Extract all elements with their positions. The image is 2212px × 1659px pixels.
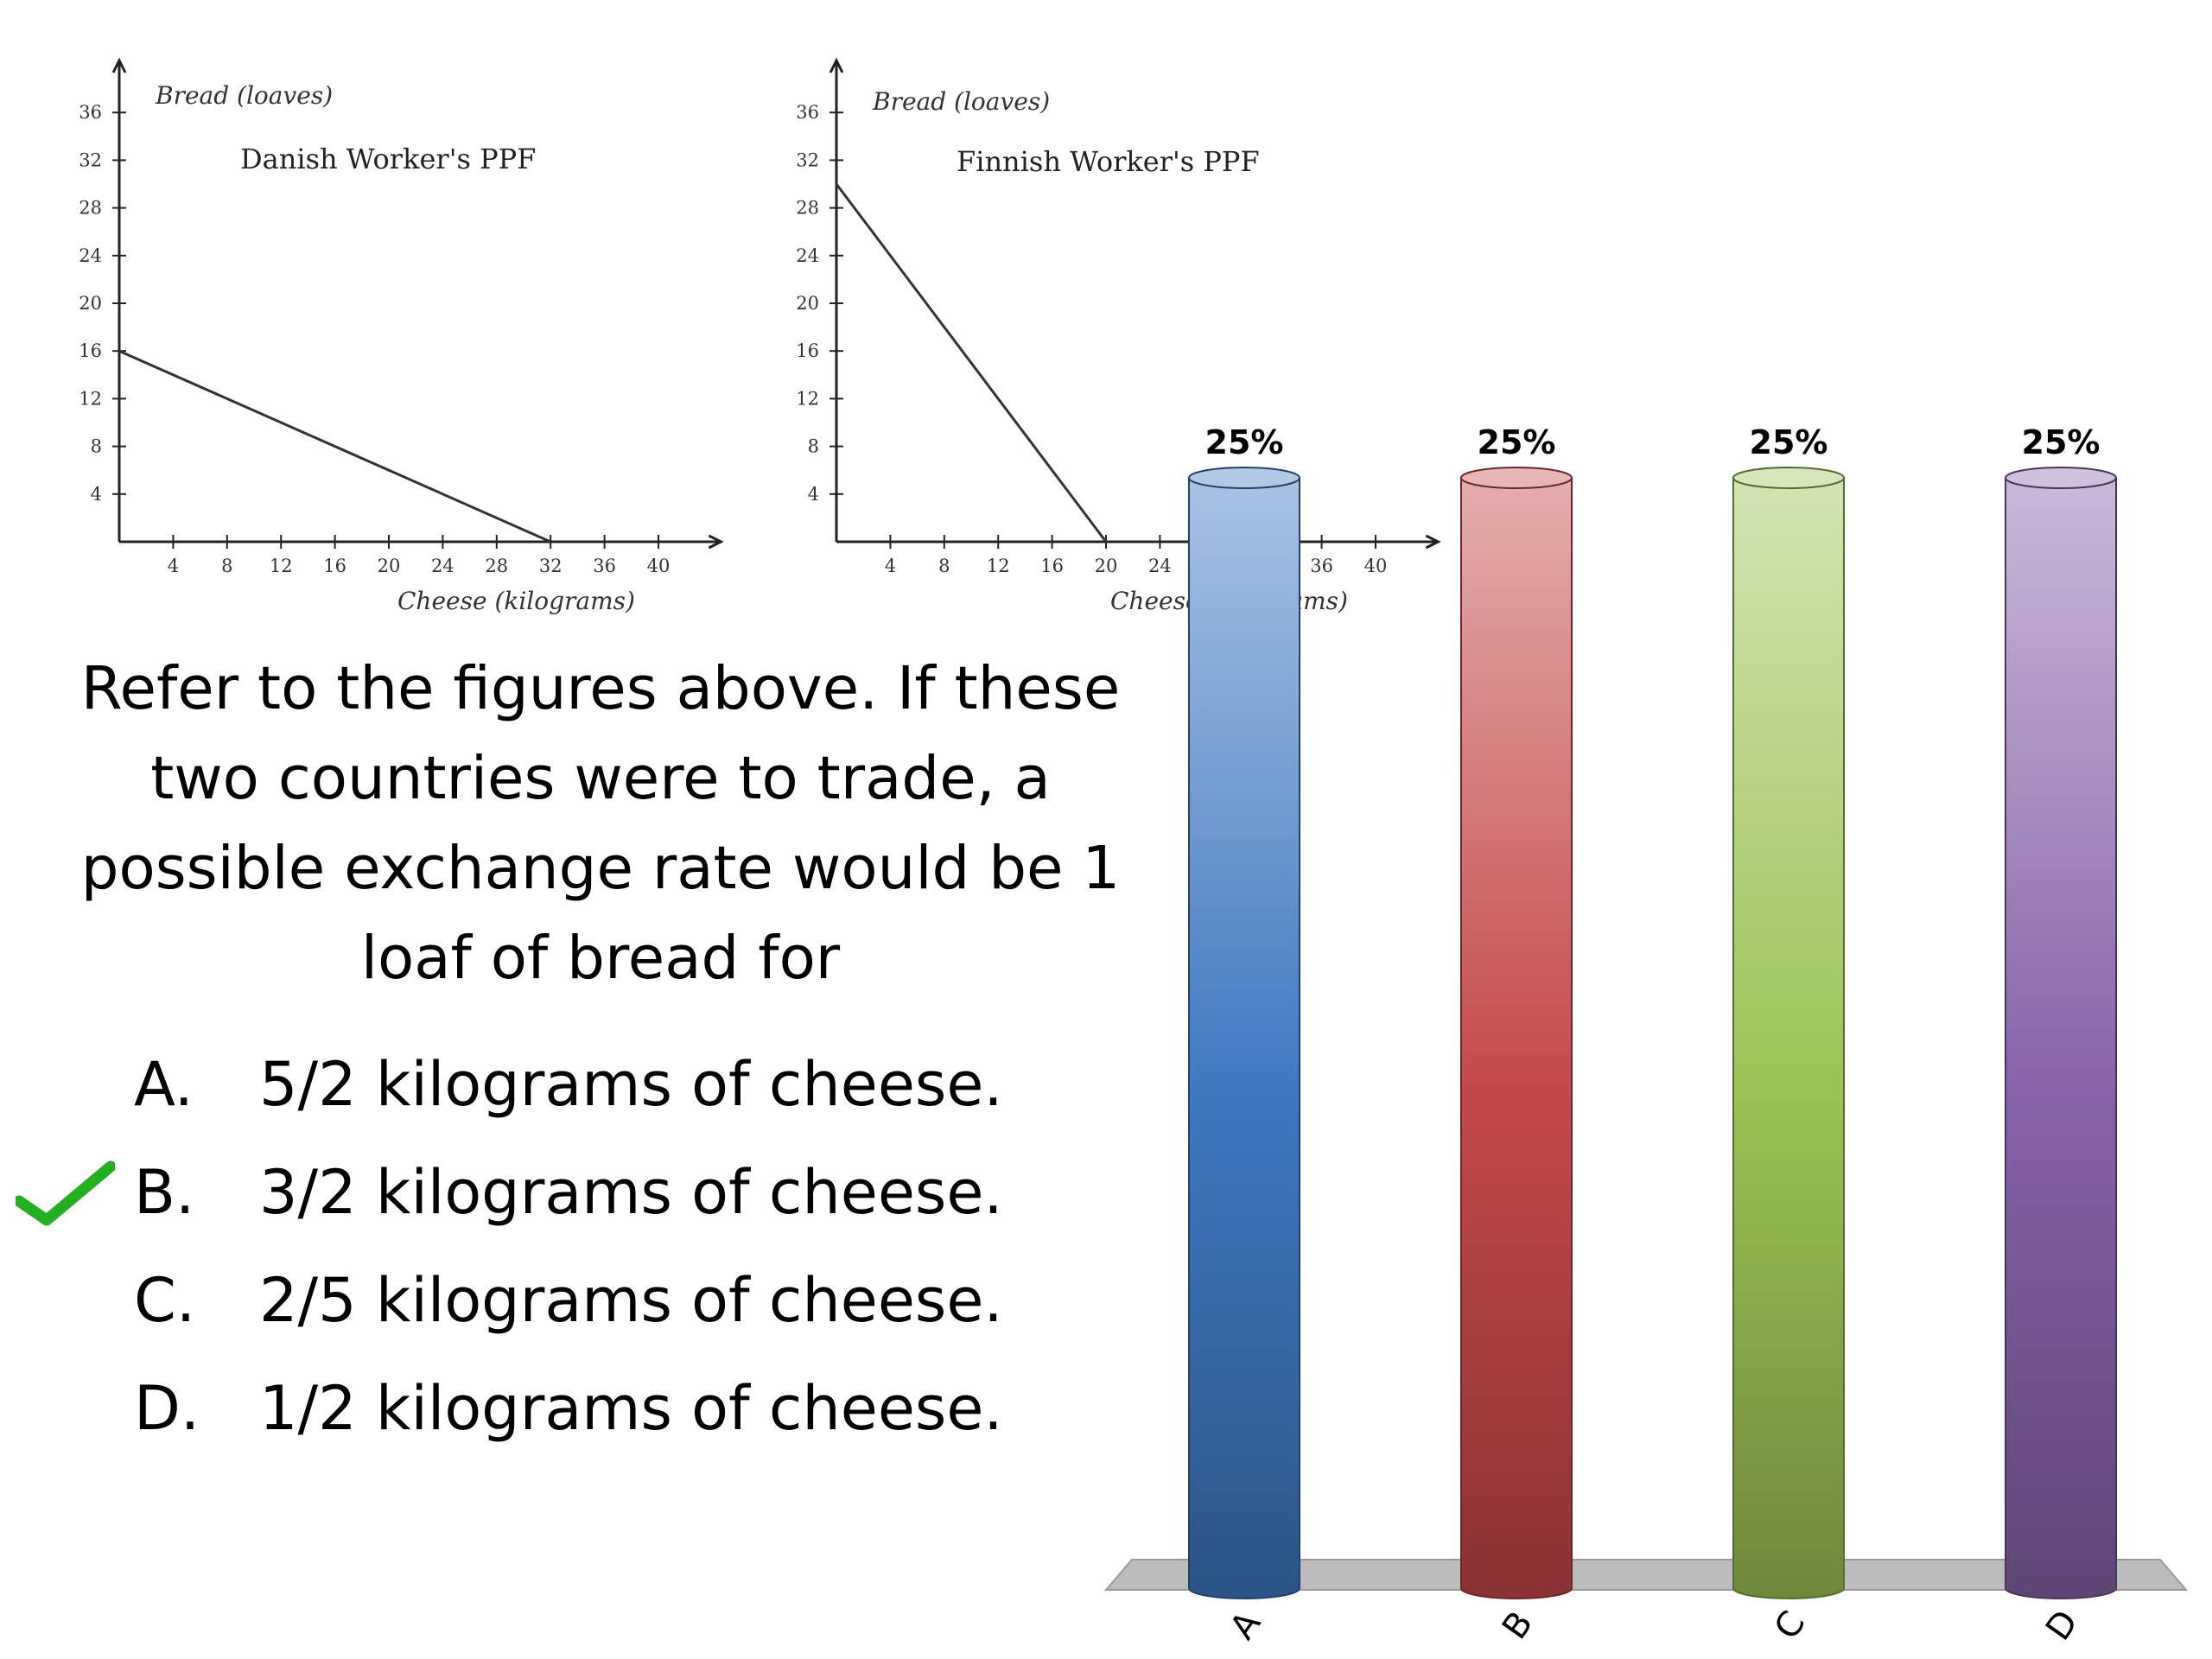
category-label: D	[2038, 1603, 2086, 1648]
danish-ylabel: Bread (loaves)	[155, 81, 333, 110]
bar-value-label: 25%	[2022, 423, 2101, 461]
category-label: C	[1767, 1605, 1814, 1647]
finnish-y-tick-label: 4	[808, 484, 819, 505]
finnish-y-arrow	[829, 57, 844, 73]
option-letter: C.	[134, 1265, 196, 1336]
bar-d	[2005, 467, 2117, 1599]
bar-a	[1188, 467, 1300, 1599]
bar-cap	[1732, 467, 1845, 489]
option-letter: A.	[134, 1049, 194, 1120]
danish-title: Danish Worker's PPF	[240, 143, 536, 175]
bar-cap	[2005, 467, 2117, 489]
danish-x-tick-label: 28	[485, 556, 508, 576]
danish-ticks: 4 8 12 16 20 24 28 32 36 40 4 8 12 16 20 24 28 32 36	[79, 102, 670, 576]
danish-x-arrow	[708, 534, 724, 550]
danish-y-tick-label: 28	[79, 198, 102, 219]
finnish-x-tick-label: 8	[938, 556, 950, 576]
finnish-x-tick-label: 16	[1040, 556, 1064, 576]
danish-x-tick-label: 20	[378, 556, 401, 576]
bar-value-label: 25%	[1750, 423, 1828, 461]
danish-x-tick-label: 12	[270, 556, 293, 576]
category-label: B	[1495, 1605, 1541, 1647]
danish-x-tick-label: 4	[168, 556, 179, 576]
finnish-x-tick-label: 24	[1148, 556, 1172, 576]
danish-x-tick-label: 40	[647, 556, 671, 576]
danish-x-tick-label: 32	[539, 556, 563, 576]
bar-body	[1188, 477, 1300, 1599]
finnish-x-tick-label: 40	[1364, 556, 1388, 576]
danish-y-tick-label: 36	[79, 102, 102, 123]
option-letter: B.	[134, 1157, 195, 1228]
finnish-y-tick-label: 32	[796, 149, 819, 170]
danish-y-tick-label: 16	[79, 340, 102, 361]
checkmark-icon	[16, 1160, 115, 1226]
finnish-ylabel: Bread (loaves)	[872, 87, 1050, 116]
finnish-axes	[829, 57, 1441, 550]
finnish-y-tick-label: 8	[808, 436, 819, 457]
option-b[interactable]: B. 3/2 kilograms of cheese.	[134, 1158, 1003, 1227]
finnish-y-tick-label: 36	[796, 102, 819, 123]
finnish-x-tick-label: 12	[987, 556, 1010, 576]
danish-ppf-chart: 4 8 12 16 20 24 28 32 36 40 4 8 12 16 20 24 28 32 36 Bread…	[79, 57, 724, 615]
finnish-x-tick-label: 20	[1095, 556, 1118, 576]
finnish-title: Finnish Worker's PPF	[957, 145, 1260, 178]
bar-value-label: 25%	[1205, 423, 1284, 461]
finnish-x-tick-label: 4	[885, 556, 896, 576]
bar-cap	[1460, 467, 1573, 489]
finnish-y-tick-label: 28	[796, 198, 819, 219]
option-c[interactable]: C. 2/5 kilograms of cheese.	[134, 1266, 1003, 1335]
bar-value-label: 25%	[1478, 423, 1556, 461]
danish-y-arrow	[111, 57, 127, 73]
option-text: 5/2 kilograms of cheese.	[259, 1049, 1003, 1120]
finnish-y-tick-label: 24	[796, 245, 819, 266]
option-letter: D.	[134, 1373, 200, 1444]
question-text: Refer to the figures above. If these two…	[80, 654, 1121, 993]
danish-y-tick-label: 8	[91, 436, 102, 457]
finnish-y-tick-label: 12	[796, 388, 819, 409]
danish-x-tick-label: 24	[431, 556, 454, 576]
danish-y-tick-label: 32	[79, 149, 102, 170]
finnish-y-tick-label: 20	[796, 293, 819, 314]
bar-cap	[1188, 467, 1300, 489]
danish-x-tick-label: 8	[221, 556, 232, 576]
finnish-x-arrow	[1425, 534, 1441, 550]
danish-y-tick-label: 12	[79, 388, 102, 409]
danish-y-tick-label: 24	[79, 245, 102, 266]
danish-x-tick-label: 36	[593, 556, 616, 576]
danish-xlabel: Cheese (kilograms)	[397, 587, 635, 615]
danish-y-tick-label: 4	[91, 484, 102, 505]
option-a[interactable]: A. 5/2 kilograms of cheese.	[134, 1050, 1003, 1119]
bar-body	[1460, 477, 1573, 1599]
finnish-ppf-line	[835, 183, 1108, 543]
category-label: A	[1223, 1604, 1269, 1646]
option-d[interactable]: D. 1/2 kilograms of cheese.	[134, 1374, 1003, 1443]
danish-ppf-line	[118, 349, 551, 543]
danish-y-tick-label: 20	[79, 293, 102, 314]
bar-body	[1732, 477, 1845, 1599]
finnish-y-tick-label: 16	[796, 340, 819, 361]
bar-body	[2005, 477, 2117, 1599]
option-text: 1/2 kilograms of cheese.	[259, 1373, 1003, 1444]
bar-b	[1460, 467, 1573, 1599]
option-text: 2/5 kilograms of cheese.	[259, 1265, 1003, 1336]
bar-c	[1732, 467, 1845, 1599]
finnish-x-tick-label: 36	[1310, 556, 1333, 576]
danish-x-tick-label: 16	[323, 556, 346, 576]
danish-axes	[111, 57, 724, 550]
option-text: 3/2 kilograms of cheese.	[259, 1157, 1003, 1228]
